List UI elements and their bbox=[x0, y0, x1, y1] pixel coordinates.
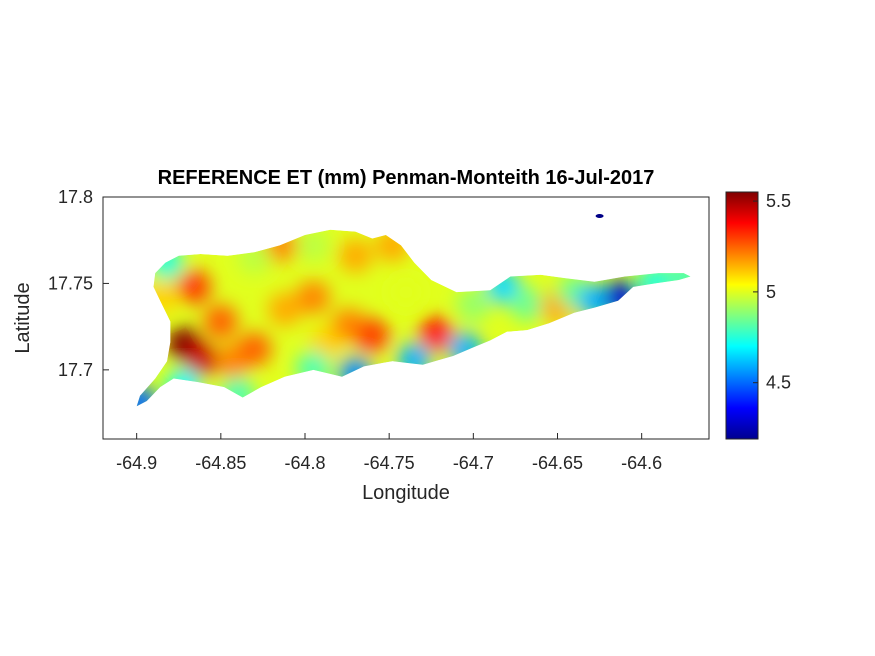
colorbar-tick-label: 5.5 bbox=[766, 191, 791, 211]
et-point bbox=[296, 280, 331, 315]
et-point bbox=[338, 238, 373, 273]
et-point bbox=[510, 287, 545, 322]
et-point bbox=[220, 377, 255, 407]
et-point bbox=[419, 316, 454, 351]
et-point bbox=[638, 264, 673, 299]
et-point bbox=[136, 385, 157, 407]
plot-area bbox=[136, 214, 691, 407]
et-point bbox=[355, 318, 390, 353]
et-point bbox=[668, 259, 691, 294]
x-tick-label: -64.6 bbox=[621, 453, 662, 473]
y-tick-label: 17.8 bbox=[58, 187, 93, 207]
x-axis: -64.9 -64.85 -64.8 -64.75 -64.7 -64.65 -64.6 bbox=[116, 433, 662, 473]
axes-box bbox=[102, 196, 710, 440]
chart-title: REFERENCE ET (mm) Penman-Monteith 16-Jul… bbox=[158, 167, 655, 189]
et-point bbox=[296, 229, 331, 263]
y-tick-label: 17.7 bbox=[58, 360, 93, 380]
et-point bbox=[397, 342, 432, 377]
et-point bbox=[267, 292, 302, 327]
et-point bbox=[456, 287, 491, 322]
et-point bbox=[150, 245, 184, 280]
et-point bbox=[143, 280, 178, 315]
et-point bbox=[338, 356, 373, 391]
et-point bbox=[296, 351, 331, 386]
island-base-fill bbox=[136, 229, 691, 407]
et-point bbox=[389, 275, 423, 310]
et-point bbox=[604, 280, 639, 315]
et-point bbox=[237, 240, 272, 275]
colorbar-tick-label: 4.5 bbox=[766, 373, 791, 393]
colorbar: 4.5 5 5.5 bbox=[725, 191, 791, 440]
et-point bbox=[447, 332, 482, 367]
x-tick-label: -64.65 bbox=[532, 453, 583, 473]
et-point bbox=[237, 332, 272, 367]
et-point bbox=[203, 304, 238, 339]
y-tick-label: 17.75 bbox=[48, 273, 93, 293]
colorbar-tick-label: 5 bbox=[766, 282, 776, 302]
x-tick-label: -64.75 bbox=[364, 453, 415, 473]
x-tick-label: -64.8 bbox=[284, 453, 325, 473]
y-axis-label: Latitude bbox=[12, 282, 34, 353]
et-point bbox=[183, 342, 218, 377]
et-point bbox=[375, 229, 410, 263]
x-tick-label: -64.9 bbox=[116, 453, 157, 473]
y-axis: 17.7 17.75 17.8 bbox=[48, 187, 109, 380]
x-tick-label: -64.85 bbox=[195, 453, 246, 473]
et-point bbox=[166, 368, 201, 403]
et-point bbox=[595, 214, 604, 218]
x-tick-label: -64.7 bbox=[453, 453, 494, 473]
x-axis-label: Longitude bbox=[362, 482, 450, 504]
et-point bbox=[176, 269, 211, 304]
colorbar-gradient bbox=[725, 191, 759, 440]
colorbar-ticks: 4.5 5 5.5 bbox=[753, 191, 791, 393]
